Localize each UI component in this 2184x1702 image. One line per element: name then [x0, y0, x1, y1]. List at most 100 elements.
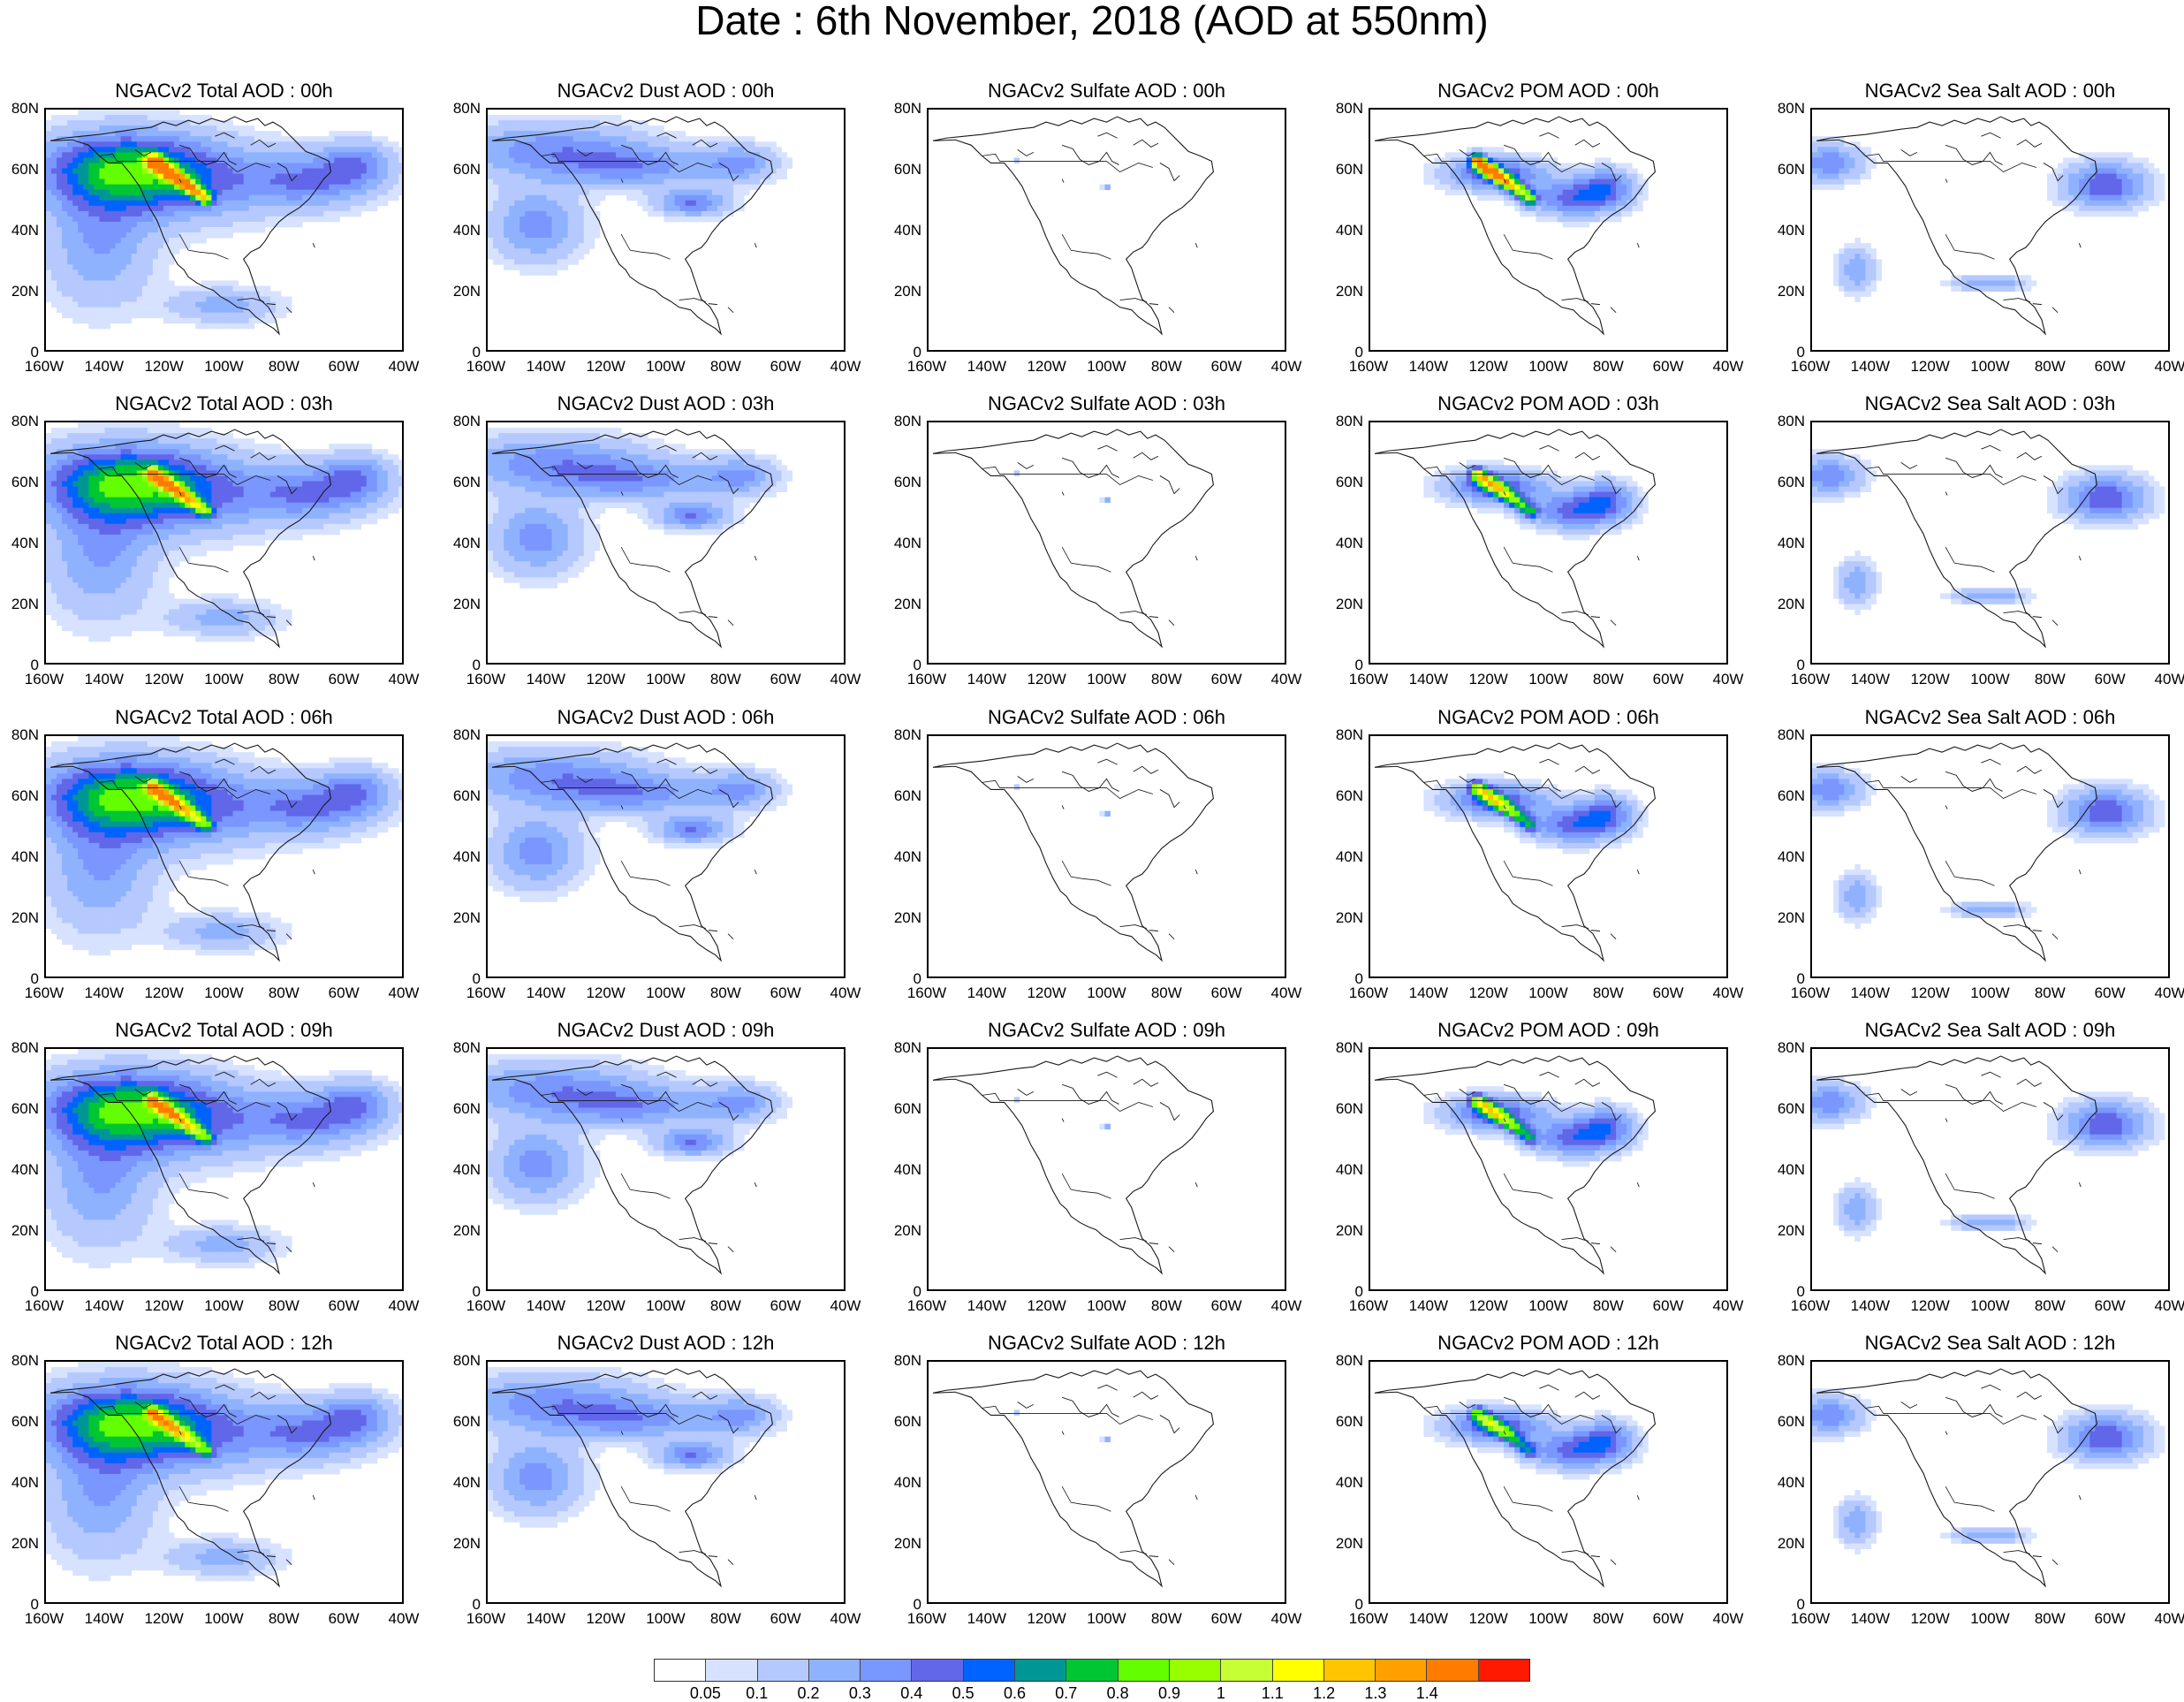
lon-tick-label: 120W [1468, 1297, 1508, 1314]
lon-tick-label: 100W [204, 358, 244, 375]
aod-field [488, 1054, 792, 1275]
lon-tick-label: 60W [2094, 358, 2126, 375]
colorbar-tick-label: 0.6 [1003, 1684, 1026, 1702]
lon-tick-label: 100W [204, 671, 244, 688]
panel-title: NGACv2 Sulfate AOD : 00h [987, 80, 1226, 102]
lat-tick-label: 20N [11, 1222, 39, 1239]
lon-tick-label: 100W [646, 984, 686, 1001]
lat-tick-label: 60N [1777, 1100, 1805, 1117]
lon-tick-label: 100W [204, 1297, 244, 1314]
lon-tick-label: 60W [1210, 671, 1242, 688]
map-panel [1369, 1360, 1728, 1604]
lon-tick-label: 100W [646, 1610, 686, 1627]
lon-tick-label: 140W [526, 358, 566, 375]
lat-tick-label: 20N [452, 1222, 481, 1239]
lat-tick-label: 0 [1796, 344, 1805, 361]
lat-tick-label: 40N [1335, 222, 1363, 239]
lat-tick-label: 60N [452, 474, 481, 490]
colorbar-swatch [1427, 1660, 1479, 1681]
panel-title: NGACv2 Total AOD : 09h [115, 1019, 333, 1041]
lat-tick-label: 40N [1777, 222, 1805, 239]
lat-tick-label: 40N [1777, 848, 1805, 865]
colorbar-tick-label: 0.3 [848, 1684, 871, 1702]
lat-tick-label: 0 [1354, 344, 1363, 361]
lat-tick-label: 80N [452, 1352, 481, 1369]
lat-tick-label: 60N [1777, 787, 1805, 804]
lat-tick-label: 40N [1335, 535, 1363, 551]
panel-title: NGACv2 Sea Salt AOD : 06h [1864, 706, 2116, 728]
lon-tick-label: 100W [1528, 984, 1568, 1001]
lat-tick-label: 40N [11, 1474, 39, 1491]
lon-tick-label: 80W [2034, 671, 2066, 688]
lon-tick-label: 160W [1348, 984, 1389, 1001]
lat-tick-label: 0 [913, 970, 921, 987]
lat-tick-label: 20N [1777, 909, 1805, 926]
lon-tick-label: 100W [1087, 358, 1126, 375]
lon-tick-label: 120W [1468, 984, 1508, 1001]
lon-tick-label: 140W [84, 671, 125, 688]
lon-tick-label: 100W [1087, 1610, 1126, 1627]
lon-tick-label: 60W [770, 984, 801, 1001]
colorbar-swatch [706, 1660, 758, 1681]
lon-tick-label: 40W [2154, 1297, 2184, 1314]
lon-tick-label: 160W [466, 358, 506, 375]
lon-tick-label: 80W [268, 358, 300, 375]
lon-tick-label: 100W [1970, 671, 2010, 688]
lon-tick-label: 80W [2034, 1297, 2066, 1314]
lon-tick-label: 160W [466, 1297, 506, 1314]
colorbar-tick-label: 1.2 [1313, 1684, 1336, 1702]
lon-tick-label: 120W [1910, 358, 1950, 375]
lat-tick-label: 40N [452, 1474, 481, 1491]
lon-tick-label: 140W [526, 671, 566, 688]
map-panel [927, 1360, 1286, 1604]
lon-tick-label: 140W [1408, 358, 1449, 375]
lat-tick-label: 20N [893, 1535, 921, 1552]
lon-tick-label: 140W [84, 1297, 125, 1314]
lat-tick-label: 20N [11, 283, 39, 300]
colorbar-tick-label: 0.9 [1158, 1684, 1181, 1702]
colorbar-swatch [912, 1660, 964, 1681]
lat-tick-label: 80N [893, 100, 921, 117]
lat-tick-label: 20N [11, 596, 39, 612]
colorbar-tick-label: 0.4 [900, 1684, 923, 1702]
lat-tick-label: 80N [1777, 1039, 1805, 1056]
map-panel [44, 108, 404, 352]
lon-tick-label: 100W [1528, 358, 1568, 375]
lat-tick-label: 40N [11, 535, 39, 551]
lat-tick-label: 60N [893, 1100, 921, 1117]
lon-tick-label: 60W [770, 671, 801, 688]
lat-tick-label: 80N [452, 726, 481, 743]
lat-tick-label: 20N [893, 909, 921, 926]
lon-tick-label: 140W [967, 1297, 1007, 1314]
lon-tick-label: 40W [830, 1297, 861, 1314]
lon-tick-label: 140W [1850, 1610, 1891, 1627]
lon-tick-label: 120W [1468, 358, 1508, 375]
lon-tick-label: 60W [770, 358, 801, 375]
lat-tick-label: 20N [1777, 1222, 1805, 1239]
panel-title: NGACv2 Sulfate AOD : 12h [987, 1332, 1226, 1354]
lat-tick-label: 0 [30, 657, 39, 673]
lat-tick-label: 0 [1796, 1283, 1805, 1300]
lon-tick-label: 80W [709, 1297, 741, 1314]
colorbar-tick-label: 1.1 [1261, 1684, 1284, 1702]
map-panel [486, 1360, 846, 1604]
lat-tick-label: 60N [1777, 1413, 1805, 1430]
lat-tick-label: 20N [1777, 283, 1805, 300]
lon-tick-label: 80W [2034, 358, 2066, 375]
lat-tick-label: 60N [11, 474, 39, 490]
lat-tick-label: 20N [1335, 1222, 1363, 1239]
lon-tick-label: 40W [2154, 671, 2184, 688]
lon-tick-label: 40W [388, 1297, 420, 1314]
colorbar-tick-label: 0.1 [746, 1684, 769, 1702]
lon-tick-label: 40W [1712, 1610, 1744, 1627]
lat-tick-label: 0 [1354, 1596, 1363, 1613]
lon-tick-label: 60W [1652, 1610, 1684, 1627]
lon-tick-label: 60W [328, 358, 360, 375]
map-panel [1369, 108, 1728, 352]
lon-tick-label: 40W [1270, 1297, 1302, 1314]
lat-tick-label: 80N [1777, 100, 1805, 117]
panel-title: NGACv2 Sulfate AOD : 09h [987, 1019, 1226, 1041]
map-panel [1810, 1047, 2170, 1291]
lon-tick-label: 60W [2094, 671, 2126, 688]
lat-tick-label: 40N [452, 1161, 481, 1178]
